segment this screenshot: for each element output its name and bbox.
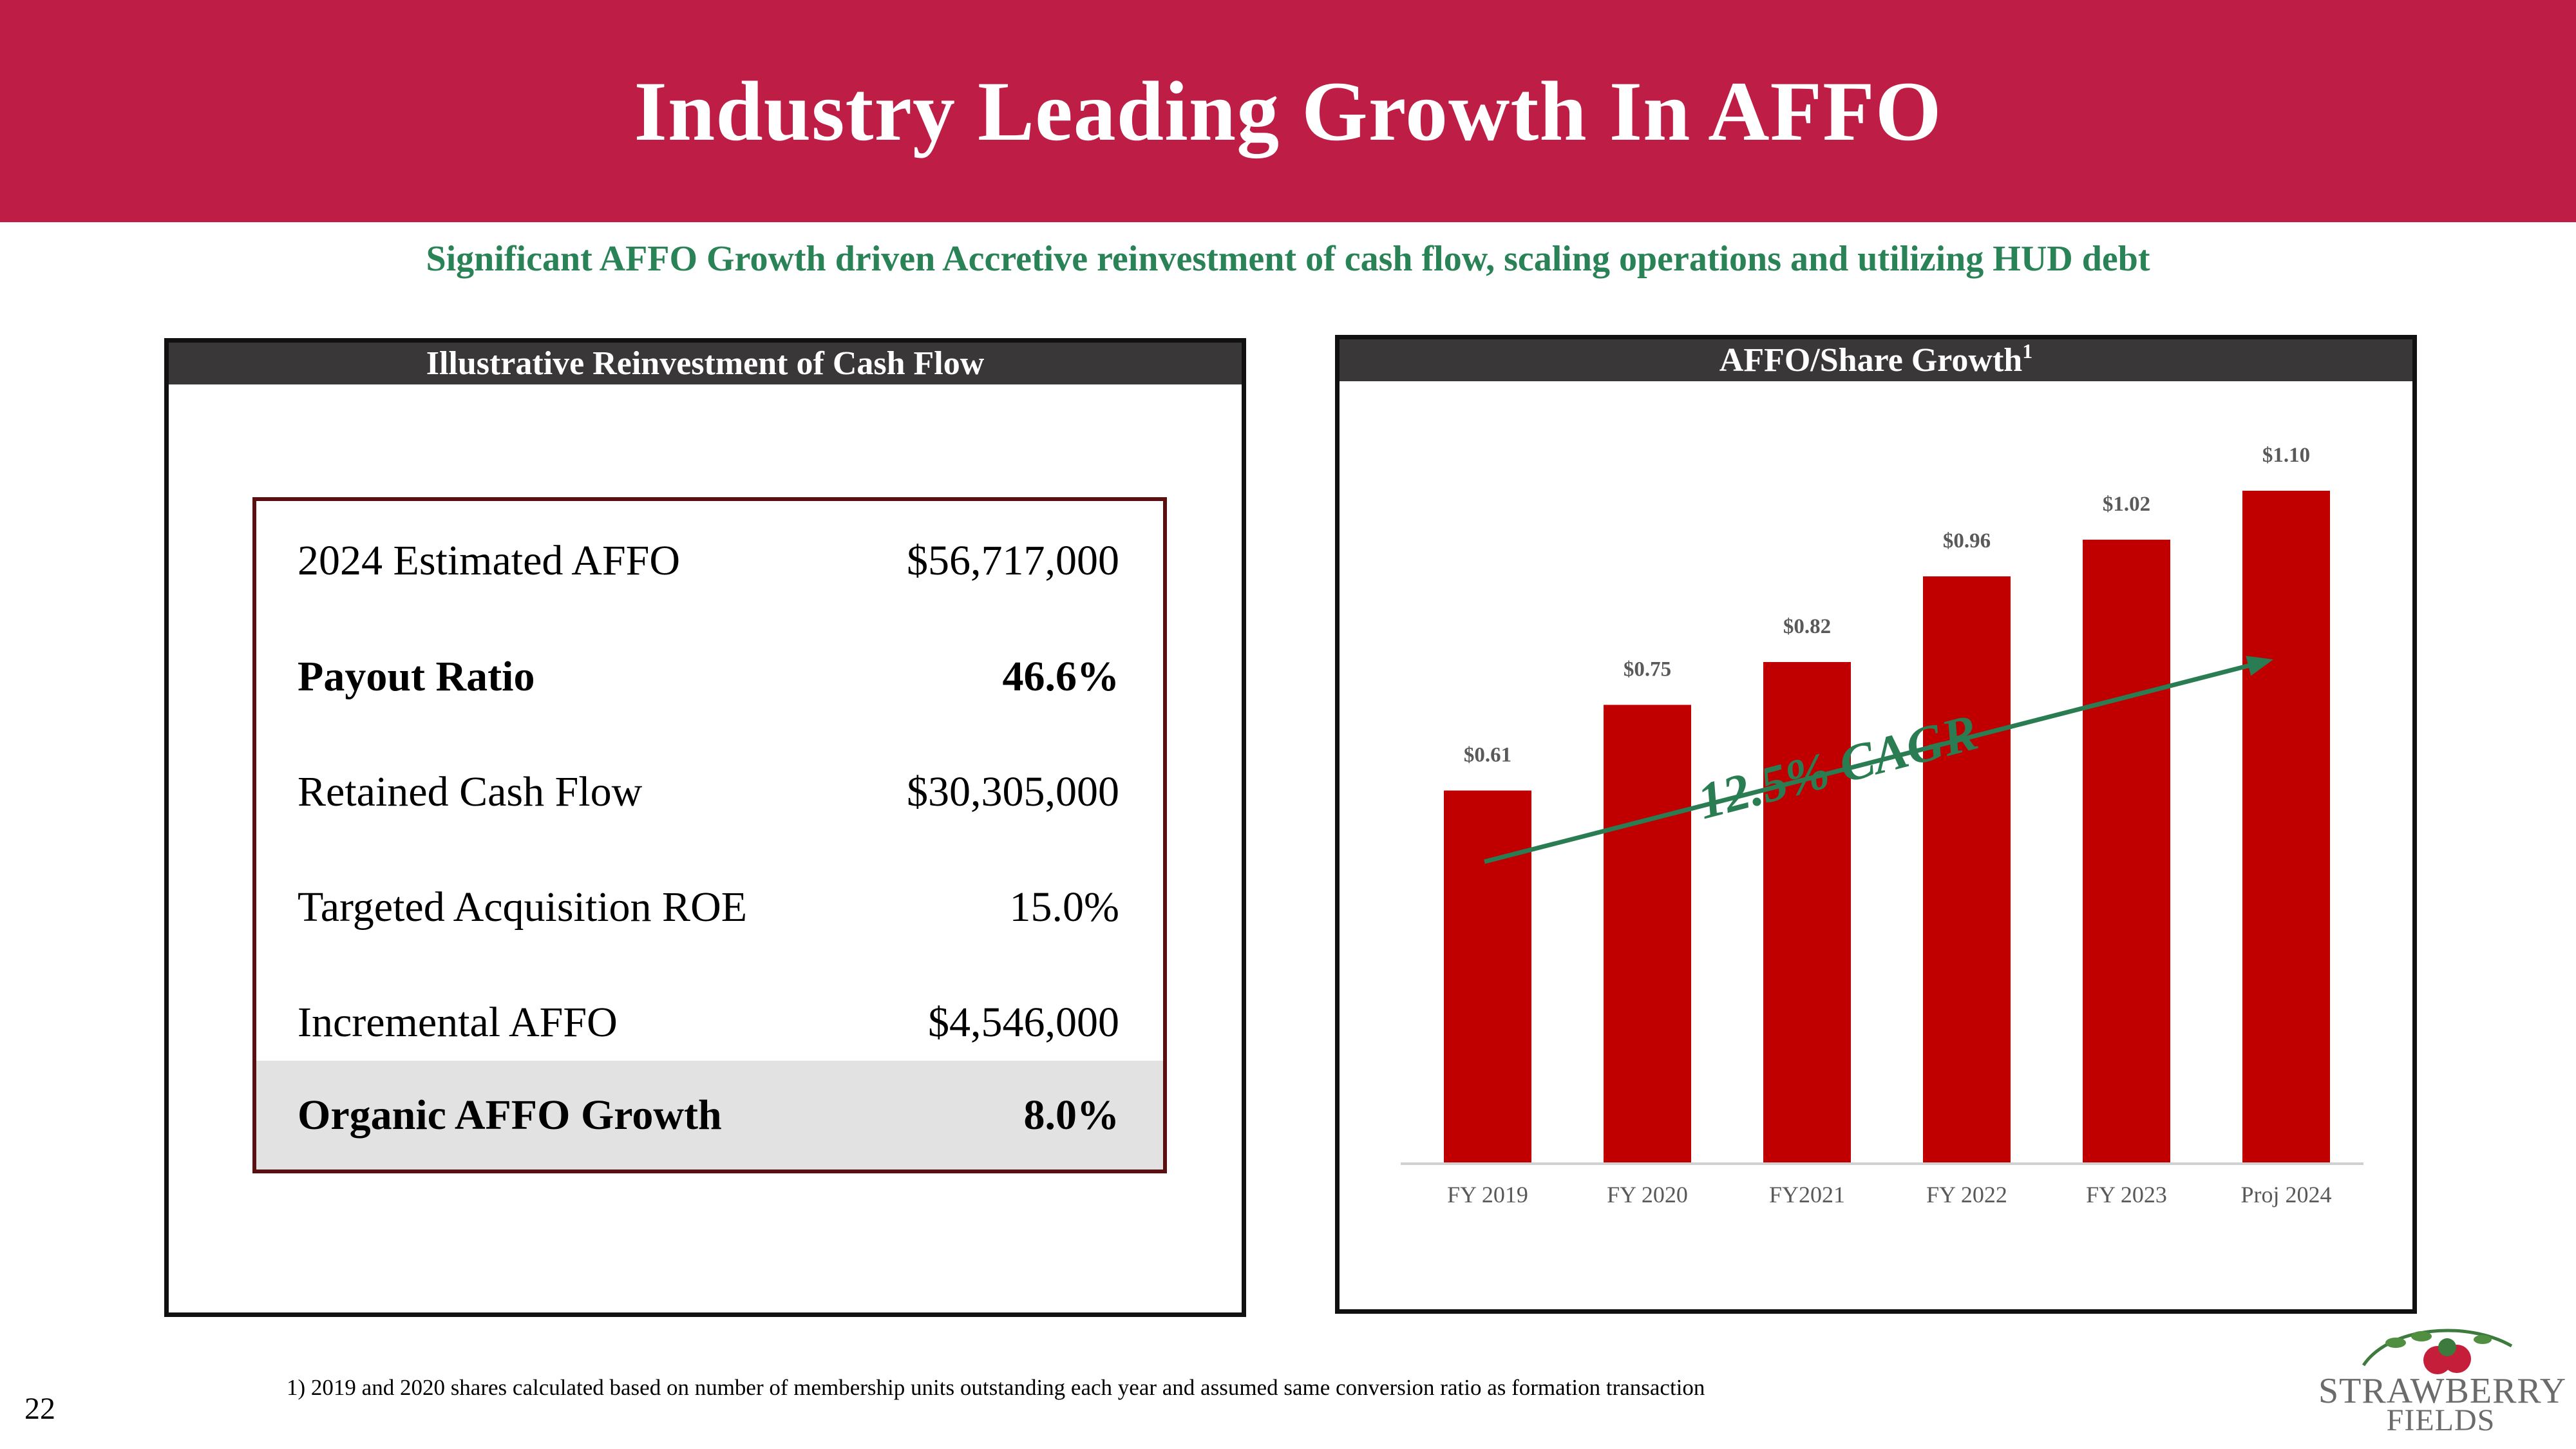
metric-value: $30,305,000 xyxy=(907,768,1119,815)
metric-label: Incremental AFFO xyxy=(298,998,618,1046)
bar-4 xyxy=(2083,540,2170,1164)
metric-row-payout-ratio: Payout Ratio 46.6% xyxy=(256,620,1163,733)
bar-1 xyxy=(1604,705,1691,1164)
page-number: 22 xyxy=(24,1392,55,1426)
reinvestment-panel-header: Illustrative Reinvestment of Cash Flow xyxy=(169,343,1242,384)
metric-value: $4,546,000 xyxy=(928,998,1119,1046)
header-band xyxy=(0,0,2576,222)
metric-row-estimated-affo: 2024 Estimated AFFO $56,717,000 xyxy=(256,504,1163,617)
data-label-4: $1.02 xyxy=(2103,493,2150,516)
data-label-1: $0.75 xyxy=(1624,658,1671,681)
metric-row-acquisition-roe: Targeted Acquisition ROE 15.0% xyxy=(256,851,1163,963)
metric-label: Payout Ratio xyxy=(298,652,535,700)
bar-3 xyxy=(1923,576,2011,1164)
data-label-3: $0.96 xyxy=(1943,529,1991,553)
strawberry-icon xyxy=(2362,1329,2513,1374)
slide-title: Industry Leading Growth In AFFO xyxy=(634,64,1942,158)
x-tick-label-3: FY 2022 xyxy=(1926,1182,2007,1208)
slide-subtitle: Significant AFFO Growth driven Accretive… xyxy=(426,239,2150,279)
strawberry-fields-logo: STRAWBERRY FIELDS xyxy=(2318,1320,2567,1437)
metric-label: 2024 Estimated AFFO xyxy=(298,536,681,584)
metric-label: Retained Cash Flow xyxy=(298,768,643,815)
metric-row-retained-cash-flow: Retained Cash Flow $30,305,000 xyxy=(256,735,1163,848)
data-label-5: $1.10 xyxy=(2262,444,2310,467)
affo-bar-chart: $0.61 FY 2019 $0.75 FY 2020 $0.82 FY2021 $0.96… xyxy=(1401,444,2363,1208)
affo-chart-panel: AFFO/Share Growth 1 $0.61 FY 2019 $0.75 FY 2… xyxy=(1335,335,2417,1314)
cagr-arrow-head xyxy=(2246,656,2273,676)
data-label-2: $0.82 xyxy=(1783,615,1831,638)
affo-chart-title: AFFO/Share Growth xyxy=(1719,342,2023,379)
data-label-0: $0.61 xyxy=(1464,744,1511,767)
reinvestment-panel: Illustrative Reinvestment of Cash Flow 2… xyxy=(164,338,1246,1317)
metric-value: 15.0% xyxy=(1009,883,1119,931)
metric-value: 8.0% xyxy=(1023,1091,1120,1139)
affo-chart-panel-header: AFFO/Share Growth 1 xyxy=(1340,339,2412,381)
x-tick-label-0: FY 2019 xyxy=(1447,1182,1528,1208)
footnote: 1) 2019 and 2020 shares calculated based… xyxy=(287,1375,1705,1400)
metric-value: $56,717,000 xyxy=(907,536,1119,584)
reinvestment-panel-title: Illustrative Reinvestment of Cash Flow xyxy=(426,345,985,382)
metric-label: Targeted Acquisition ROE xyxy=(298,883,748,931)
bar-0 xyxy=(1444,790,1531,1164)
metric-row-incremental-affo: Incremental AFFO $4,546,000 xyxy=(256,966,1163,1079)
footnote-marker: 1 xyxy=(2022,339,2033,363)
x-tick-label-5: Proj 2024 xyxy=(2240,1182,2331,1208)
bar-2 xyxy=(1763,662,1851,1164)
bar-5 xyxy=(2242,491,2330,1164)
logo-line-2: FIELDS xyxy=(2386,1403,2496,1437)
metrics-table: 2024 Estimated AFFO $56,717,000 Payout R… xyxy=(252,497,1167,1173)
x-tick-label-1: FY 2020 xyxy=(1607,1182,1688,1208)
cagr-arrow-line xyxy=(1484,660,2261,864)
x-tick-label-2: FY2021 xyxy=(1769,1182,1845,1208)
logo-line-1: STRAWBERRY xyxy=(2318,1371,2567,1411)
metric-value: 46.6% xyxy=(1002,652,1120,700)
metric-row-organic-growth: Organic AFFO Growth 8.0% xyxy=(256,1061,1163,1170)
x-tick-label-4: FY 2023 xyxy=(2086,1182,2167,1208)
metric-label: Organic AFFO Growth xyxy=(298,1091,722,1139)
